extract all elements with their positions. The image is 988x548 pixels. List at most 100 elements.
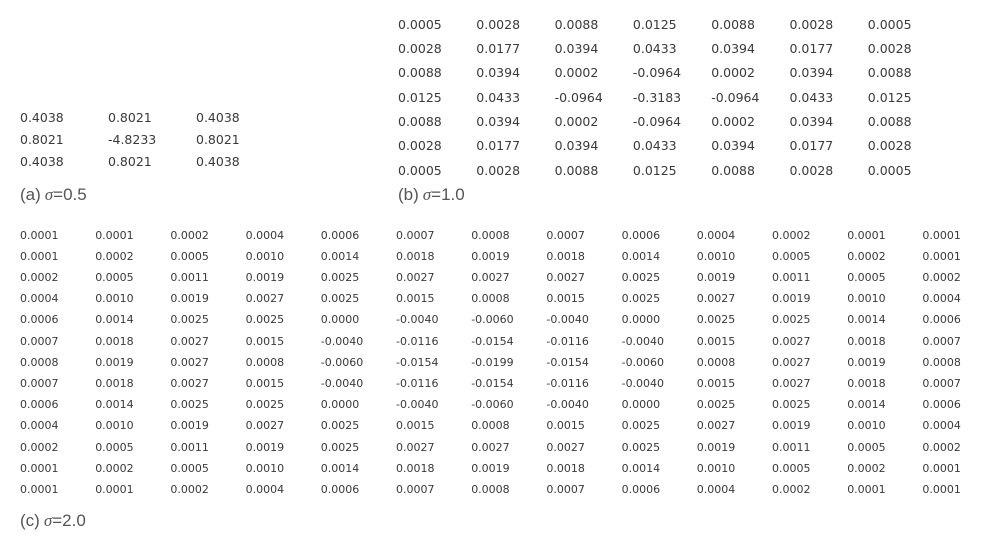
- matrix-cell: 0.0028: [476, 16, 521, 32]
- matrix-cell: -0.0199: [471, 355, 514, 369]
- matrix-cell: 0.0001: [847, 228, 886, 242]
- matrix-cell: 0.0027: [396, 270, 435, 284]
- matrix-cell: 0.0002: [711, 113, 755, 129]
- matrix-cell: 0.0027: [396, 440, 435, 454]
- matrix-cell: 0.0025: [170, 313, 209, 327]
- matrix-cell: -0.0040: [320, 376, 364, 390]
- matrix-cell: 0.0014: [320, 249, 360, 263]
- matrix-cell: 0.0433: [632, 138, 677, 154]
- matrix-cell: 0.0014: [95, 398, 134, 412]
- matrix-cell: 0.0027: [546, 440, 585, 454]
- caption-label: (c): [20, 511, 40, 530]
- matrix-cell: 0.0005: [847, 440, 886, 454]
- matrix-cell: 0.0006: [621, 482, 661, 496]
- matrix-cell: 0.0027: [471, 270, 510, 284]
- matrix-cell: 0.0011: [170, 270, 209, 284]
- matrix-cell: 0.0006: [20, 313, 59, 327]
- matrix-cell: 0.0001: [20, 228, 59, 242]
- matrix-cell: 0.0001: [847, 482, 886, 496]
- matrix-cell: 0.0011: [772, 440, 811, 454]
- matrix-cell: 0.0125: [632, 16, 677, 32]
- matrix-cell: 0.0014: [847, 313, 886, 327]
- matrix-cell: -0.0154: [546, 355, 589, 369]
- matrix-cell: 0.0394: [711, 41, 755, 57]
- matrix-cell: -0.0154: [471, 334, 514, 348]
- matrix-cell: 0.8021: [20, 131, 64, 147]
- matrix-cell: 0.0028: [867, 138, 912, 154]
- panel-caption: (a) σ=0.5: [20, 186, 87, 203]
- matrix-cell: 0.0394: [711, 138, 755, 154]
- matrix-cell: 0.0000: [621, 313, 661, 327]
- matrix-cell: 0.8021: [108, 109, 152, 125]
- matrix-cell: 0.0001: [922, 482, 961, 496]
- matrix-cell: 0.0001: [20, 461, 59, 475]
- matrix-cell: 0.0008: [696, 355, 736, 369]
- matrix-cell: 0.0028: [476, 162, 521, 178]
- matrix-cell: 0.0025: [245, 398, 285, 412]
- matrix-cell: 0.0002: [95, 461, 134, 475]
- matrix-cell: 0.0004: [922, 419, 961, 433]
- matrix-cell: 0.0005: [867, 162, 912, 178]
- matrix-cell: 0.0028: [867, 41, 912, 57]
- matrix-cell: 0.0002: [772, 482, 811, 496]
- matrix-cell: 0.0125: [632, 162, 677, 178]
- matrix-cell: 0.0025: [772, 398, 811, 412]
- matrix-cell: 0.0001: [922, 228, 961, 242]
- matrix-cell: 0.0008: [471, 292, 510, 306]
- matrix-cell: 0.0088: [711, 162, 755, 178]
- matrix-cell: 0.0028: [789, 162, 834, 178]
- matrix-cell: 0.0006: [20, 398, 59, 412]
- matrix-cell: 0.0019: [772, 292, 811, 306]
- matrix-cell: -0.0040: [396, 313, 439, 327]
- matrix-cell: 0.0025: [772, 313, 811, 327]
- matrix-cell: -0.0964: [632, 65, 682, 81]
- matrix-cell: 0.0014: [621, 461, 661, 475]
- matrix-cell: 0.0014: [847, 398, 886, 412]
- matrix-cell: 0.0004: [245, 228, 285, 242]
- caption-symbol: σ: [43, 511, 53, 530]
- matrix-cell: -0.0040: [621, 376, 665, 390]
- matrix-cell: 0.0002: [170, 228, 209, 242]
- matrix-cell: 0.0088: [398, 113, 442, 129]
- matrix-cell: 0.0027: [772, 376, 811, 390]
- matrix-cell: -0.0154: [396, 355, 439, 369]
- matrix-cell: 0.0027: [696, 419, 736, 433]
- matrix-cell: 0.0008: [922, 355, 961, 369]
- matrix-cell: 0.0028: [789, 16, 834, 32]
- matrix-cell: 0.0177: [789, 41, 834, 57]
- matrix-cell: -0.0154: [471, 376, 514, 390]
- matrix-cell: -0.0040: [546, 313, 589, 327]
- matrix-cell: 0.0019: [245, 440, 285, 454]
- matrix-cell: 0.0001: [95, 482, 134, 496]
- matrix-cell: 0.0005: [398, 162, 442, 178]
- matrix-cell: 0.0394: [554, 138, 599, 154]
- matrix-cell: 0.0027: [471, 440, 510, 454]
- matrix-cell: 0.0018: [95, 376, 134, 390]
- matrix-cell: 0.0433: [632, 41, 677, 57]
- matrix-cell: 0.0008: [471, 419, 510, 433]
- matrix-cell: 0.0025: [696, 398, 736, 412]
- matrix-cell: 0.0002: [170, 482, 209, 496]
- matrix-cell: 0.0025: [320, 440, 360, 454]
- matrix-cell: 0.0018: [546, 249, 585, 263]
- matrix-cell: 0.0008: [245, 355, 285, 369]
- matrix-cell: 0.0015: [396, 419, 435, 433]
- matrix-cell: 0.8021: [108, 153, 152, 169]
- matrix-cell: 0.0002: [95, 249, 134, 263]
- matrix-cell: 0.0006: [621, 228, 661, 242]
- matrix-cell: 0.0000: [320, 398, 360, 412]
- matrix-cell: 0.0394: [476, 113, 521, 129]
- matrix-cell: 0.0007: [20, 376, 59, 390]
- matrix-cell: 0.0007: [396, 482, 435, 496]
- caption-symbol: σ: [44, 185, 54, 204]
- matrix-cell: 0.0010: [245, 249, 285, 263]
- matrix-cell: 0.0019: [95, 355, 134, 369]
- matrix-cell: 0.0125: [867, 89, 912, 105]
- matrix-cell: 0.0015: [396, 292, 435, 306]
- matrix-cell: 0.0027: [245, 292, 285, 306]
- matrix-cell: 0.0004: [922, 292, 961, 306]
- matrix-cell: 0.0007: [546, 228, 585, 242]
- matrix-cell: 0.0025: [320, 270, 360, 284]
- matrix-cell: 0.0005: [772, 249, 811, 263]
